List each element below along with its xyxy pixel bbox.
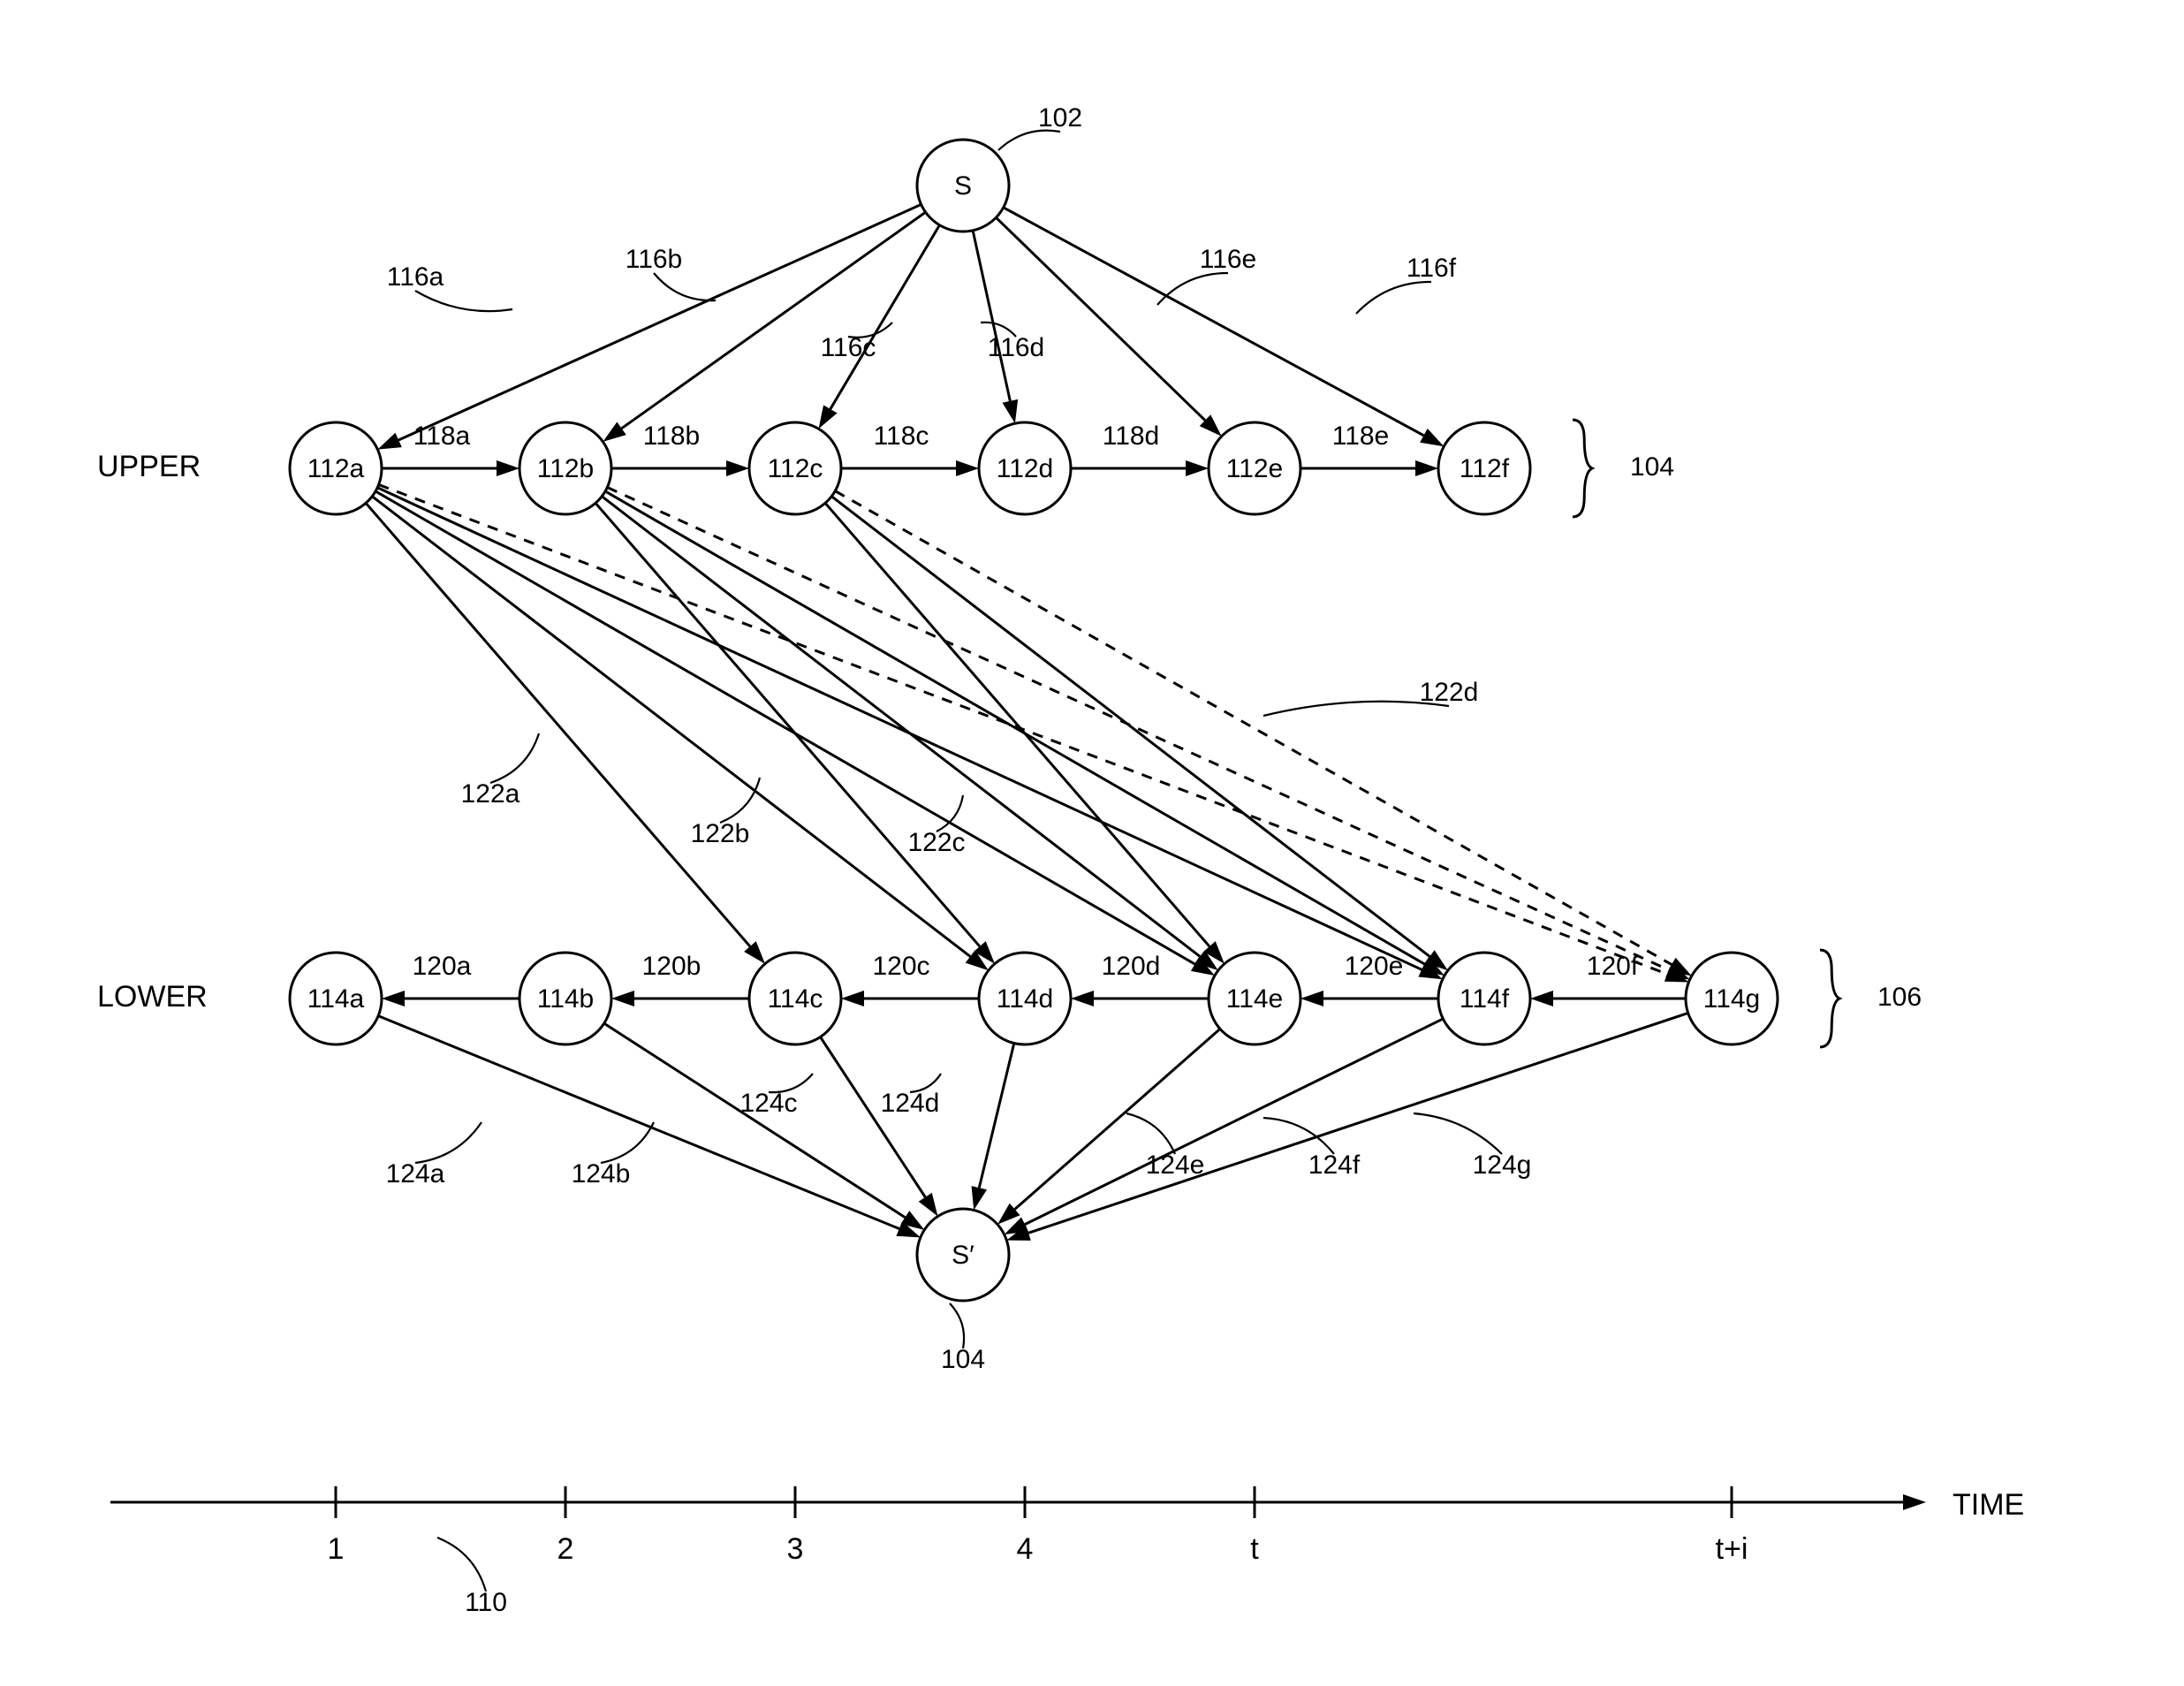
node-u2: 112b	[519, 422, 611, 514]
node-label-l2: 114b	[537, 984, 595, 1014]
node-label-sp: S′	[952, 1241, 974, 1270]
nodes-layer: S 112a 112b 112c 112d 112e 112f 114a 114b 114c 114…	[290, 140, 1778, 1301]
ref-r116f: 116f	[1407, 254, 1457, 283]
ref-r122a: 122a	[461, 779, 520, 809]
node-l1: 114a	[290, 953, 382, 1044]
node-label-u3: 112c	[768, 454, 823, 483]
node-label-l6: 114f	[1460, 984, 1510, 1014]
node-label-l4: 114d	[997, 984, 1054, 1014]
ref-r122b: 122b	[691, 819, 750, 848]
axis-tick-label: 3	[787, 1532, 804, 1566]
ref-r118d: 118d	[1103, 422, 1160, 451]
ref-r120f: 120f	[1587, 952, 1639, 981]
ref-r116a: 116a	[387, 262, 444, 292]
node-label-u5: 112e	[1226, 454, 1284, 483]
lower-row-label: LOWER	[97, 980, 208, 1014]
axis-tick-label: t	[1250, 1532, 1259, 1566]
node-u5: 112e	[1209, 422, 1301, 514]
node-l3: 114c	[749, 953, 841, 1044]
ref-r122d: 122d	[1420, 678, 1479, 707]
node-label-l5: 114e	[1226, 984, 1284, 1014]
ref-rSp: 104	[941, 1345, 985, 1374]
node-u4: 112d	[979, 422, 1071, 514]
brace-label-brace104: 104	[1630, 452, 1674, 482]
upper-row-label: UPPER	[97, 450, 201, 483]
node-l7: 114g	[1686, 953, 1778, 1044]
labels-layer: UPPERLOWER102116a116b116c116d116e116f118…	[97, 103, 1922, 1617]
axis-tick-label: 2	[557, 1532, 574, 1566]
ref-r120b: 120b	[642, 952, 701, 981]
axis-tick-label: 4	[1017, 1532, 1034, 1566]
axis-tick-label: 1	[328, 1532, 345, 1566]
axis-tick-label: t+i	[1716, 1532, 1748, 1566]
node-l4: 114d	[979, 953, 1071, 1044]
node-label-l1: 114a	[307, 984, 365, 1014]
ref-r120c: 120c	[872, 952, 929, 981]
ref-r124d: 124d	[881, 1089, 940, 1118]
ref-r110: 110	[465, 1588, 507, 1617]
node-s: S	[917, 140, 1009, 232]
ref-r118e: 118e	[1332, 422, 1390, 451]
ref-r124g: 124g	[1473, 1151, 1532, 1180]
node-sp: S′	[917, 1209, 1009, 1301]
node-l5: 114e	[1209, 953, 1301, 1044]
diagram-canvas: S 112a 112b 112c 112d 112e 112f 114a 114b 114c 114…	[0, 0, 2184, 1686]
ref-r124b: 124b	[572, 1159, 631, 1189]
ref-r120e: 120e	[1345, 952, 1404, 981]
node-label-u6: 112f	[1460, 454, 1510, 483]
ref-r122c: 122c	[907, 828, 965, 857]
ref-r116e: 116e	[1200, 245, 1257, 274]
time-axis: 1 2 3 4 t t+i TIME	[110, 1486, 2024, 1566]
ref-r120d: 120d	[1102, 952, 1161, 981]
ref-r116b: 116b	[626, 245, 683, 274]
node-label-u4: 112d	[997, 454, 1054, 483]
brace-label-brace106: 106	[1877, 983, 1922, 1012]
ref-r124e: 124e	[1146, 1151, 1205, 1180]
ref-r118a: 118a	[413, 422, 471, 451]
node-label-l7: 114g	[1703, 984, 1761, 1014]
ref-r120a: 120a	[413, 952, 472, 981]
ref-r118b: 118b	[643, 422, 701, 451]
ref-r102: 102	[1038, 103, 1082, 133]
node-u3: 112c	[749, 422, 841, 514]
node-label-u1: 112a	[307, 454, 365, 483]
node-u6: 112f	[1438, 422, 1530, 514]
node-u1: 112a	[290, 422, 382, 514]
ref-r116d: 116d	[988, 333, 1045, 362]
node-l2: 114b	[519, 953, 611, 1044]
node-label-s: S	[954, 171, 972, 201]
node-label-u2: 112b	[537, 454, 595, 483]
node-l6: 114f	[1438, 953, 1530, 1044]
node-label-l3: 114c	[768, 984, 823, 1014]
ref-r118c: 118c	[874, 422, 929, 451]
axis-label: TIME	[1953, 1488, 2024, 1522]
ref-r124f: 124f	[1308, 1151, 1361, 1180]
